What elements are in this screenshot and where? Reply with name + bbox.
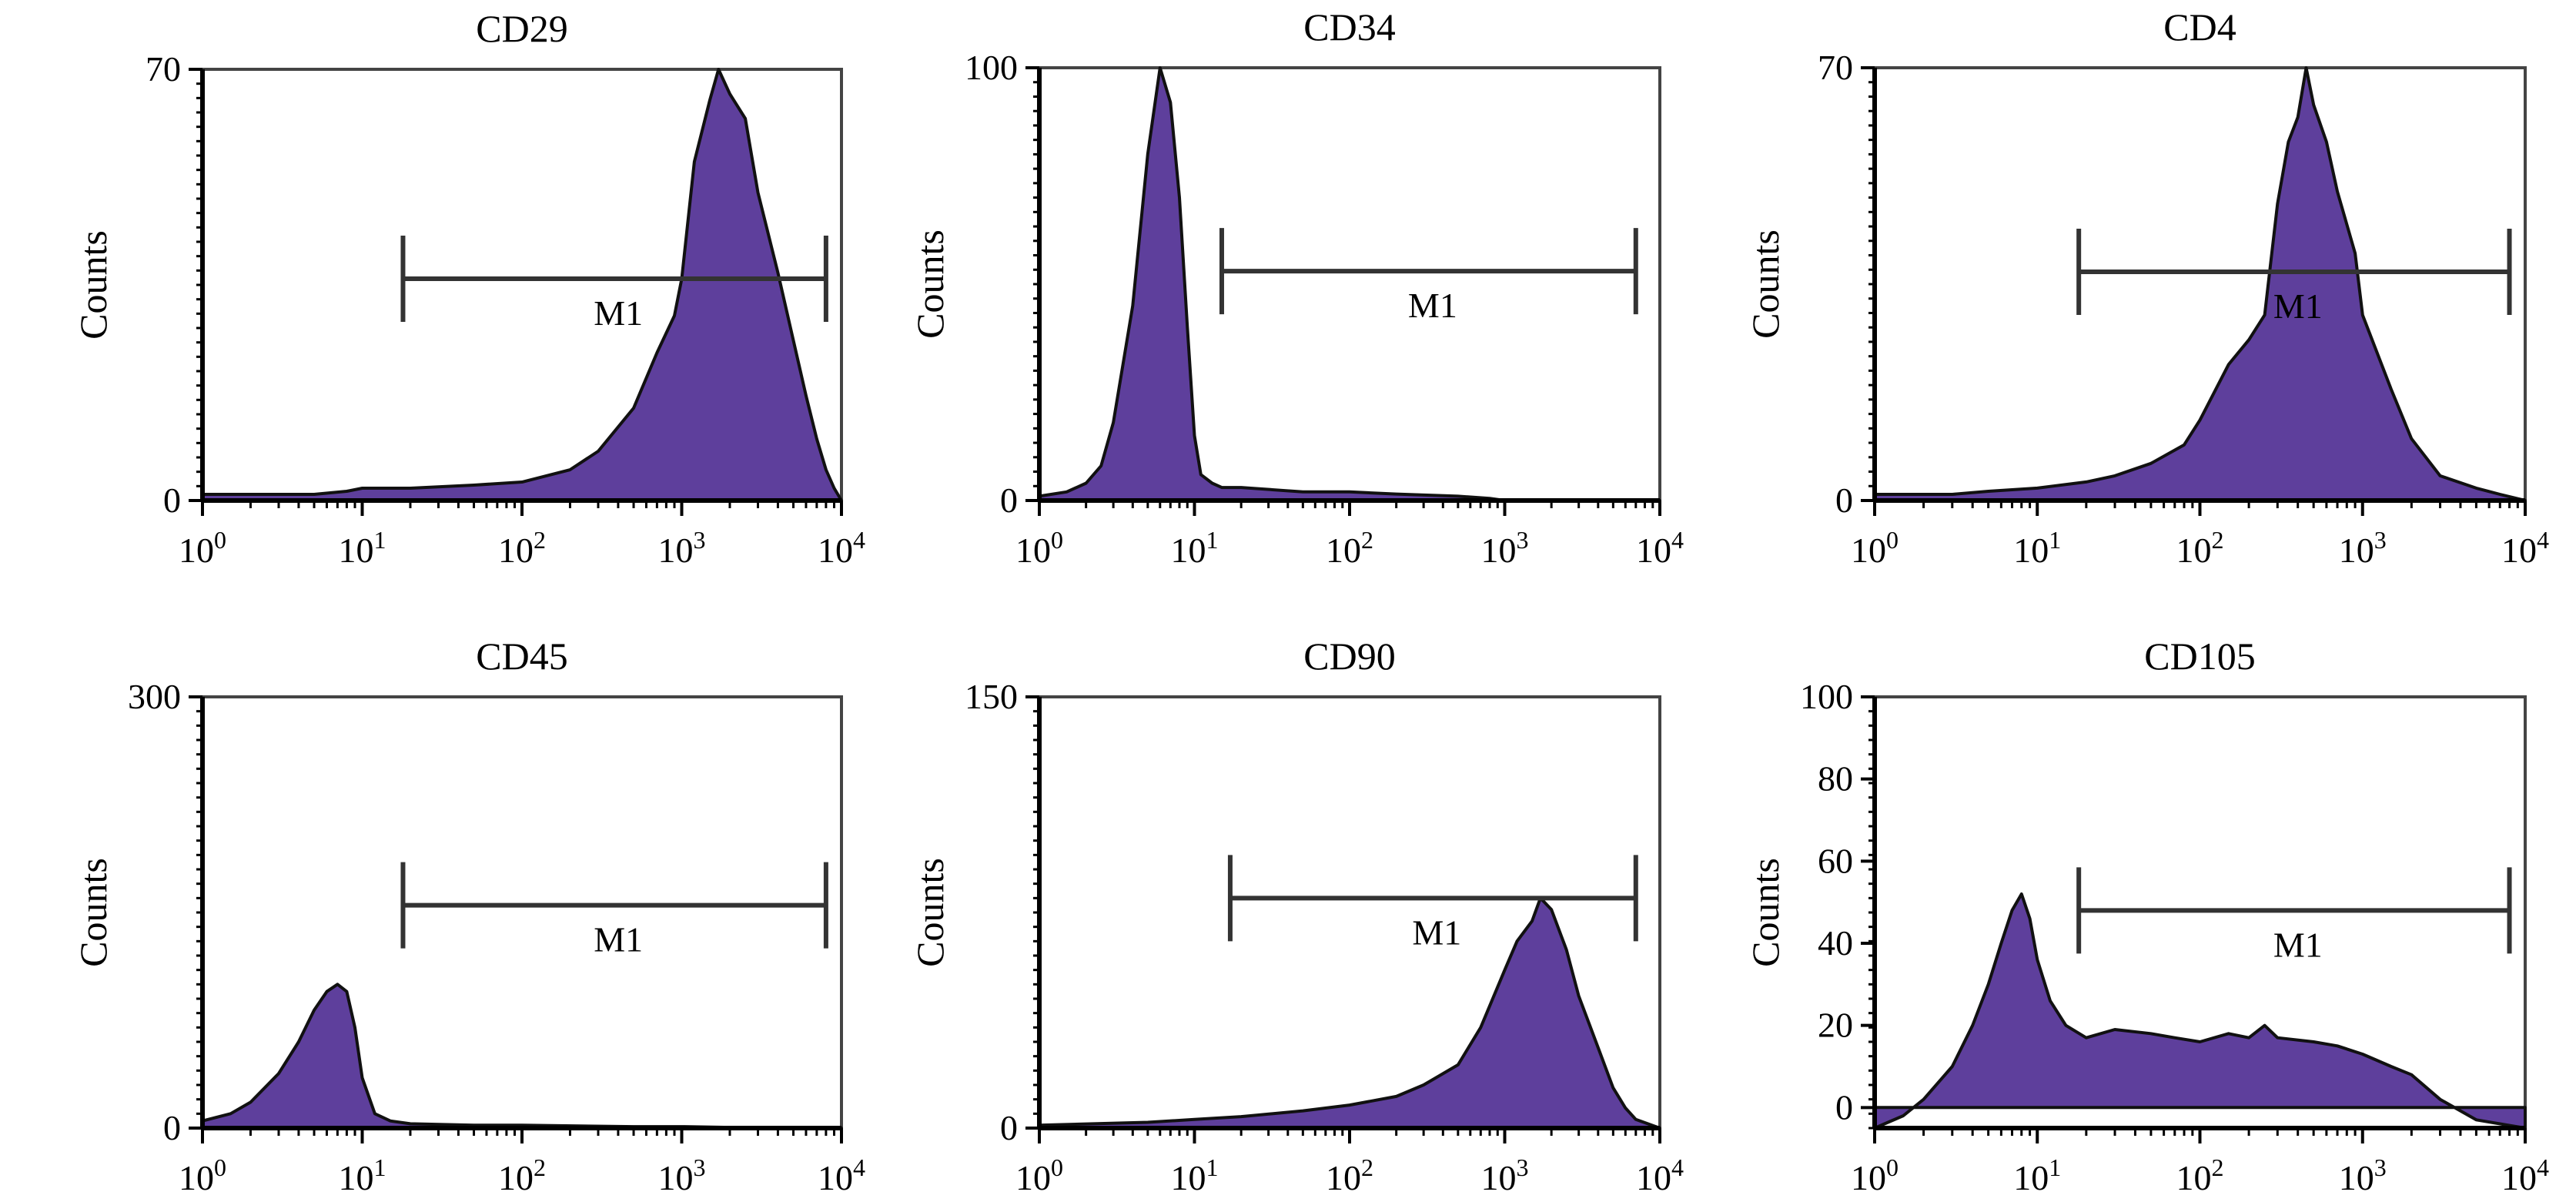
y-tick-label: 300 [128, 677, 181, 716]
gate-marker-m1: M1 [1227, 855, 1638, 952]
x-tick-label: 104 [1636, 526, 1684, 570]
histogram-area [1038, 66, 1661, 502]
x-tick-label: 101 [339, 1153, 386, 1197]
x-tick-label: 100 [1851, 1153, 1899, 1197]
x-tick-label: 102 [498, 1153, 546, 1197]
panel-title: CD4 [2163, 5, 2236, 49]
x-tick-label: 104 [818, 1153, 865, 1197]
y-tick-label: 100 [965, 48, 1018, 87]
x-tick-label: 104 [818, 526, 865, 570]
y-tick-label: 0 [163, 1108, 181, 1147]
y-tick-label: 0 [1000, 480, 1018, 520]
histogram-area [201, 68, 843, 502]
y-tick-label: 40 [1818, 923, 1853, 963]
y-axis-label: Counts [72, 858, 115, 967]
x-tick-label: 100 [1015, 526, 1063, 570]
x-tick-label: 102 [2176, 1153, 2224, 1197]
histogram-panel: 100 101 102 103 104 0 300 CD45 Counts M1 [72, 634, 865, 1197]
gate-marker-m1: M1 [1219, 228, 1638, 325]
y-axis-label: Counts [908, 858, 952, 967]
x-tick-label: 101 [2013, 1153, 2061, 1197]
gate-marker-m1: M1 [400, 862, 828, 959]
gate-label: M1 [1408, 286, 1457, 325]
x-tick-label: 101 [2013, 526, 2061, 570]
gate-label: M1 [1412, 912, 1461, 952]
x-tick-label: 103 [2339, 526, 2387, 570]
y-tick-label: 0 [1835, 1087, 1853, 1127]
x-tick-label: 103 [658, 526, 706, 570]
histogram-panel: 100 101 102 103 104 0 150 CD90 Counts M1 [908, 634, 1684, 1197]
histogram-panel: 100 101 102 103 104 0 70 CD29 Counts M1 [72, 7, 865, 570]
y-tick-label: 70 [1818, 48, 1853, 87]
x-tick-label: 100 [1851, 526, 1899, 570]
gate-marker-m1: M1 [2076, 867, 2512, 964]
y-axis-label: Counts [72, 230, 115, 340]
x-tick-label: 101 [1171, 526, 1219, 570]
y-tick-label: 100 [1800, 677, 1853, 716]
histogram-panel: 100 101 102 103 104 0 70 CD4 Counts M1 [1744, 5, 2549, 570]
y-axis-label: Counts [1744, 858, 1787, 967]
gate-label: M1 [594, 293, 643, 333]
histogram-panel: 100 101 102 103 104 0 100 CD34 Counts M1 [908, 5, 1684, 570]
y-tick-label: 60 [1818, 841, 1853, 880]
y-tick-label: 0 [163, 480, 181, 520]
x-tick-label: 100 [179, 526, 226, 570]
gate-marker-m1: M1 [2076, 228, 2512, 326]
x-tick-label: 103 [1481, 1153, 1529, 1197]
y-axis-label: Counts [908, 229, 952, 339]
x-tick-label: 101 [1171, 1153, 1219, 1197]
x-tick-label: 104 [2501, 526, 2549, 570]
x-tick-label: 103 [1481, 526, 1529, 570]
gate-marker-m1: M1 [400, 236, 828, 333]
histogram-panel: 100 101 102 103 104 0 20 40 60 80 100 CD105 Counts M1 [1744, 634, 2549, 1197]
panel-title: CD34 [1303, 5, 1395, 49]
y-tick-label: 0 [1835, 480, 1853, 520]
y-tick-label: 70 [146, 49, 181, 89]
x-tick-label: 103 [658, 1153, 706, 1197]
y-tick-label: 20 [1818, 1006, 1853, 1045]
y-tick-label: 150 [965, 677, 1018, 716]
histogram-area [1038, 896, 1661, 1130]
y-tick-label: 80 [1818, 759, 1853, 799]
x-tick-label: 102 [1326, 1153, 1373, 1197]
histogram-area [201, 983, 843, 1130]
x-tick-label: 102 [2176, 526, 2224, 570]
panel-title: CD29 [476, 7, 567, 50]
x-tick-label: 104 [1636, 1153, 1684, 1197]
x-tick-label: 100 [179, 1153, 226, 1197]
panel-title: CD105 [2144, 634, 2255, 678]
gate-label: M1 [2273, 286, 2323, 326]
y-tick-label: 0 [1000, 1108, 1018, 1147]
panel-title: CD90 [1303, 634, 1395, 678]
x-tick-label: 103 [2339, 1153, 2387, 1197]
x-tick-label: 100 [1015, 1153, 1063, 1197]
histogram-area [1873, 892, 2527, 1130]
x-tick-label: 102 [1326, 526, 1373, 570]
x-tick-label: 104 [2501, 1153, 2549, 1197]
y-axis-label: Counts [1744, 229, 1787, 339]
gate-label: M1 [594, 920, 643, 959]
histogram-area [1873, 66, 2527, 502]
x-tick-label: 101 [339, 526, 386, 570]
panel-title: CD45 [476, 634, 567, 678]
gate-label: M1 [2273, 925, 2323, 964]
x-tick-label: 102 [498, 526, 546, 570]
